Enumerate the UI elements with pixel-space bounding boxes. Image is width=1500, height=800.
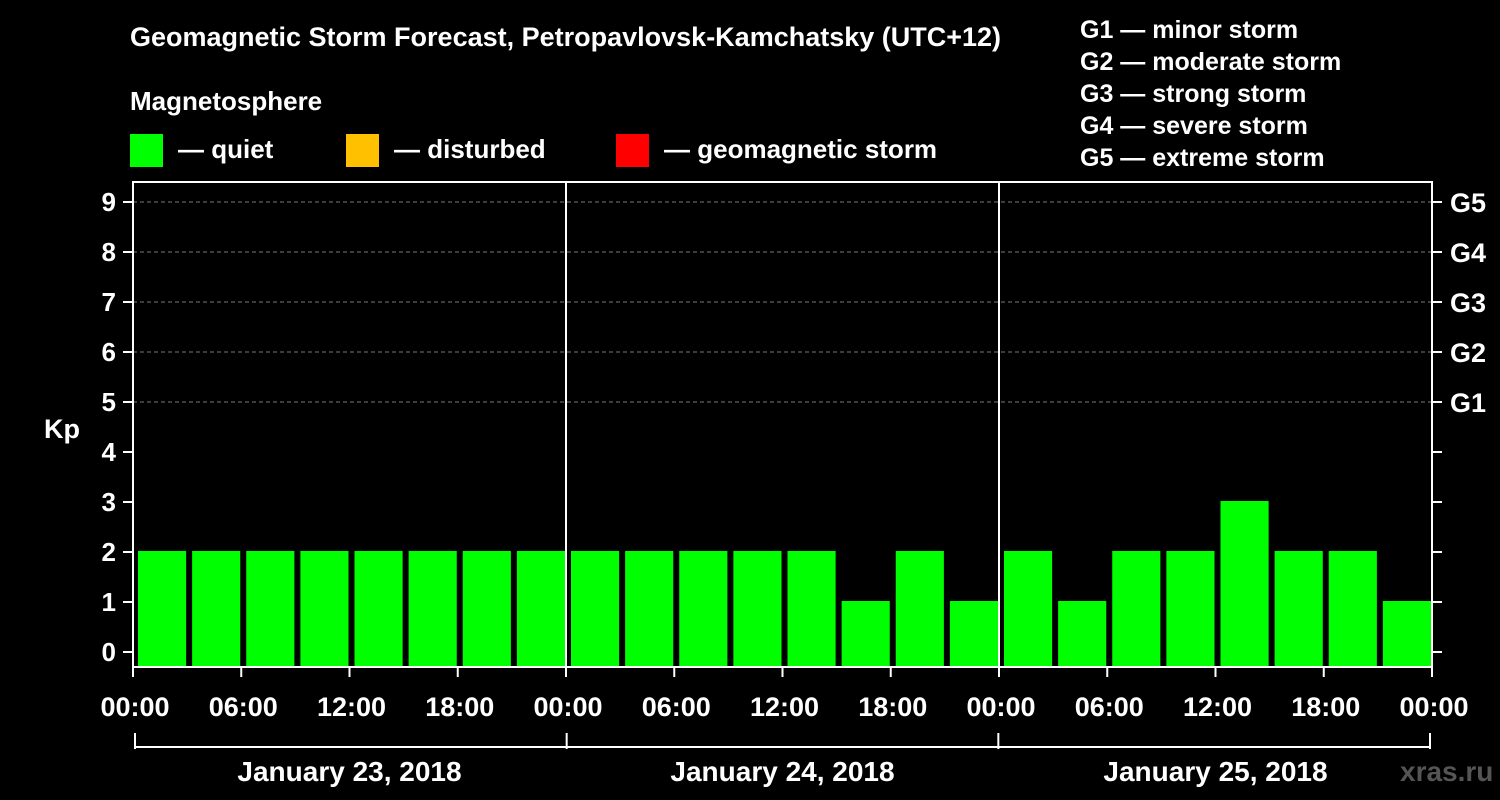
right-axis-label: G4 <box>1450 238 1486 268</box>
kp-bar <box>949 601 998 667</box>
x-tick-label: 18:00 <box>1291 692 1360 722</box>
g-legend-item: G1 — minor storm <box>1080 16 1299 44</box>
kp-bar <box>1058 601 1107 667</box>
kp-bar <box>1166 551 1215 667</box>
kp-bar <box>192 551 241 667</box>
day-label: January 24, 2018 <box>670 756 894 787</box>
kp-bar <box>1112 551 1161 667</box>
kp-bar <box>1382 601 1431 667</box>
x-tick-label: 18:00 <box>858 692 927 722</box>
x-tick-label: 00:00 <box>1399 692 1468 722</box>
right-axis-label: G3 <box>1450 288 1486 318</box>
kp-bar <box>571 551 620 667</box>
kp-bar <box>300 551 349 667</box>
kp-bar <box>354 551 403 667</box>
x-tick-label: 06:00 <box>642 692 711 722</box>
right-axis-label: G5 <box>1450 188 1486 218</box>
right-axis-label: G2 <box>1450 338 1486 368</box>
chart-subtitle: Magnetosphere <box>130 86 323 116</box>
kp-bar <box>1274 551 1323 667</box>
day-label: January 23, 2018 <box>237 756 461 787</box>
g-legend-item: G5 — extreme storm <box>1080 144 1325 172</box>
kp-bar <box>1220 501 1269 667</box>
x-tick-label: 12:00 <box>1183 692 1252 722</box>
watermark: xras.ru <box>1400 756 1494 787</box>
kp-bar <box>679 551 728 667</box>
kp-bar <box>138 551 187 667</box>
chart-title: Geomagnetic Storm Forecast, Petropavlovs… <box>130 22 1002 52</box>
legend-label-quiet: — quiet <box>178 134 274 164</box>
legend-swatch-storm <box>616 134 649 167</box>
day-label: January 25, 2018 <box>1103 756 1327 787</box>
kp-bar <box>841 601 890 667</box>
kp-bar <box>516 551 565 667</box>
kp-bar <box>733 551 782 667</box>
y-tick-label: 4 <box>102 437 117 467</box>
x-tick-label: 18:00 <box>425 692 494 722</box>
g-legend-item: G4 — severe storm <box>1080 112 1308 140</box>
y-tick-label: 9 <box>102 187 116 217</box>
y-tick-label: 3 <box>102 487 116 517</box>
legend-swatch-quiet <box>130 134 163 167</box>
x-tick-label: 00:00 <box>533 692 602 722</box>
y-tick-label: 5 <box>102 387 116 417</box>
x-tick-label: 06:00 <box>1075 692 1144 722</box>
y-tick-label: 0 <box>102 637 116 667</box>
x-tick-label: 12:00 <box>750 692 819 722</box>
y-tick-label: 1 <box>102 587 116 617</box>
y-tick-label: 7 <box>102 287 116 317</box>
kp-bar <box>1328 551 1377 667</box>
y-axis-label: Kp <box>44 414 80 444</box>
legend-label-disturbed: — disturbed <box>394 134 546 164</box>
y-tick-label: 2 <box>102 537 116 567</box>
kp-bar <box>246 551 295 667</box>
y-tick-label: 6 <box>102 337 116 367</box>
kp-bar <box>408 551 457 667</box>
kp-bar <box>625 551 674 667</box>
x-tick-label: 00:00 <box>966 692 1035 722</box>
x-tick-label: 00:00 <box>100 692 169 722</box>
kp-bar <box>1004 551 1053 667</box>
x-tick-label: 06:00 <box>209 692 278 722</box>
y-tick-label: 8 <box>102 237 116 267</box>
right-axis-label: G1 <box>1450 388 1486 418</box>
kp-bar <box>895 551 944 667</box>
x-tick-label: 12:00 <box>317 692 386 722</box>
kp-bar <box>462 551 511 667</box>
g-legend-item: G3 — strong storm <box>1080 80 1307 108</box>
legend-swatch-disturbed <box>346 134 379 167</box>
g-scale-legend: G1 — minor storm G2 — moderate storm G3 … <box>1080 14 1341 174</box>
legend-label-storm: — geomagnetic storm <box>664 134 938 164</box>
kp-bar <box>787 551 836 667</box>
g-legend-item: G2 — moderate storm <box>1080 48 1342 76</box>
